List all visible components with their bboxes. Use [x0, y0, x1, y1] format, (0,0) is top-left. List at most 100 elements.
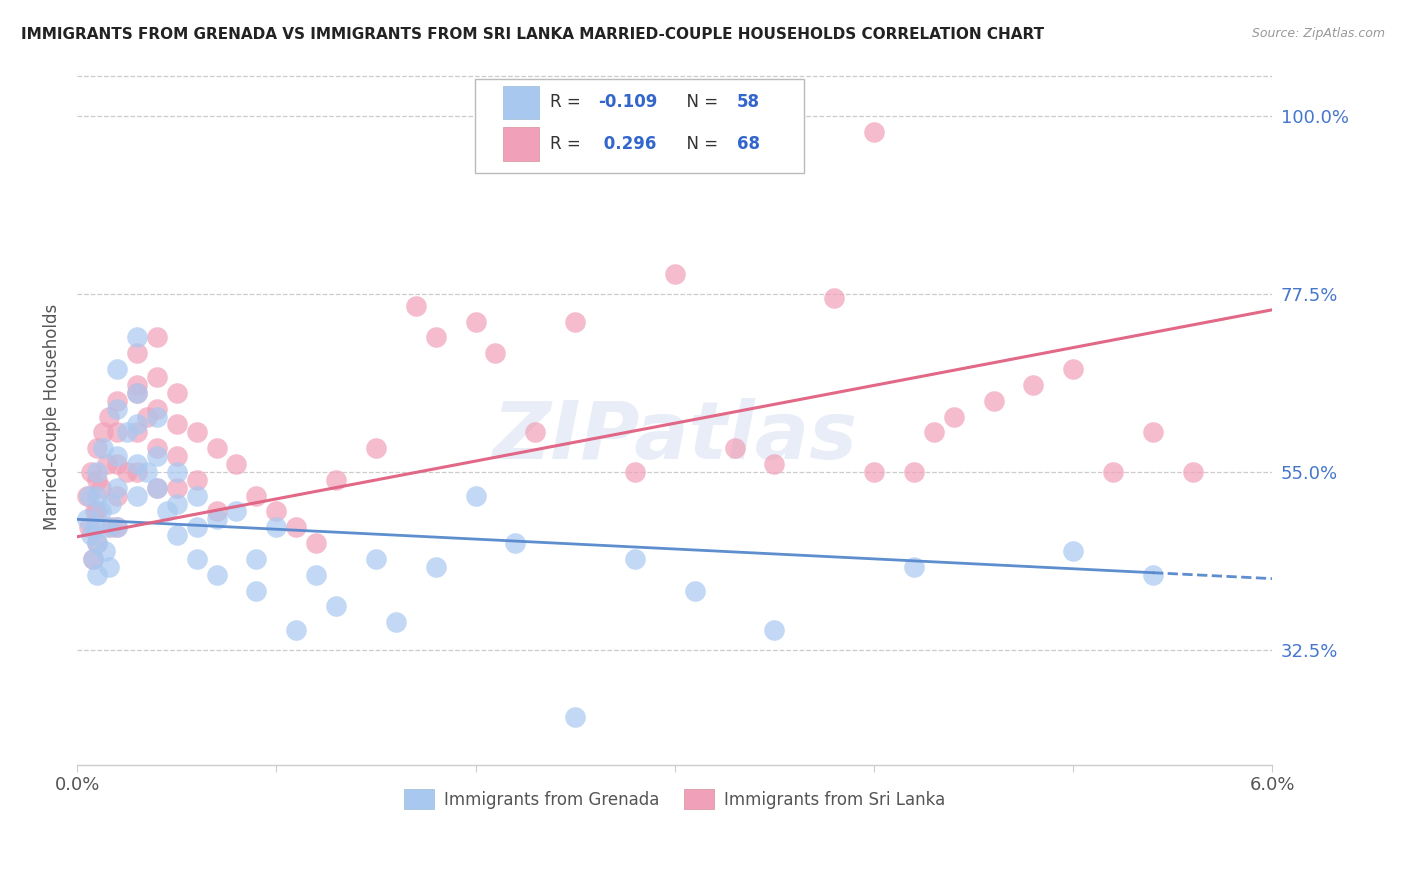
Point — [100, 520, 122, 534]
Point — [105, 393, 128, 408]
Point — [80, 465, 103, 479]
Point — [156, 504, 179, 518]
Point — [425, 559, 447, 574]
Point — [77, 489, 100, 503]
Point — [166, 528, 188, 542]
Point — [105, 449, 128, 463]
Point — [922, 425, 945, 440]
Point — [135, 409, 157, 424]
Point — [186, 425, 208, 440]
Text: 0.296: 0.296 — [599, 135, 657, 153]
Y-axis label: Married-couple Households: Married-couple Households — [44, 303, 60, 530]
Point — [105, 425, 128, 440]
Text: 68: 68 — [737, 135, 761, 153]
Point — [125, 377, 148, 392]
Point — [91, 441, 114, 455]
FancyBboxPatch shape — [503, 86, 538, 119]
Point — [564, 710, 586, 724]
Point — [903, 465, 925, 479]
Point — [484, 346, 506, 360]
Point — [98, 409, 121, 424]
Point — [146, 449, 169, 463]
Point — [115, 465, 138, 479]
Point — [505, 536, 527, 550]
Point — [125, 457, 148, 471]
Point — [1142, 567, 1164, 582]
Point — [205, 512, 228, 526]
Point — [205, 441, 228, 455]
Point — [186, 489, 208, 503]
Point — [624, 465, 647, 479]
Text: ZIPatlas: ZIPatlas — [492, 399, 858, 476]
Point — [146, 401, 169, 416]
Point — [125, 489, 148, 503]
Point — [166, 465, 188, 479]
Point — [86, 536, 108, 550]
Point — [305, 567, 328, 582]
Point — [96, 520, 118, 534]
Point — [96, 457, 118, 471]
Point — [205, 504, 228, 518]
Text: R =: R = — [551, 135, 586, 153]
Point — [983, 393, 1005, 408]
Point — [205, 567, 228, 582]
Point — [86, 489, 108, 503]
Point — [105, 520, 128, 534]
Point — [863, 465, 886, 479]
Point — [91, 425, 114, 440]
Point — [105, 520, 128, 534]
Point — [186, 520, 208, 534]
Point — [166, 417, 188, 432]
Point — [405, 299, 427, 313]
Point — [86, 504, 108, 518]
Point — [942, 409, 965, 424]
Point — [464, 315, 486, 329]
Point — [364, 552, 387, 566]
Point — [1062, 362, 1084, 376]
Point — [90, 504, 112, 518]
Point — [90, 481, 112, 495]
Legend: Immigrants from Grenada, Immigrants from Sri Lanka: Immigrants from Grenada, Immigrants from… — [398, 783, 952, 815]
Point — [105, 401, 128, 416]
Point — [763, 457, 786, 471]
Point — [86, 567, 108, 582]
Point — [524, 425, 547, 440]
Point — [266, 520, 288, 534]
Point — [94, 544, 117, 558]
Point — [683, 583, 706, 598]
Point — [125, 425, 148, 440]
Point — [125, 385, 148, 400]
Point — [100, 496, 122, 510]
Point — [86, 536, 108, 550]
Point — [125, 417, 148, 432]
Point — [325, 473, 347, 487]
Point — [146, 481, 169, 495]
Point — [76, 512, 98, 526]
Point — [146, 370, 169, 384]
Point — [723, 441, 745, 455]
FancyBboxPatch shape — [503, 128, 538, 161]
Point — [166, 496, 188, 510]
Point — [1022, 377, 1045, 392]
Point — [425, 330, 447, 344]
Point — [82, 552, 104, 566]
Text: R =: R = — [551, 94, 586, 112]
Point — [84, 520, 107, 534]
Point — [245, 489, 267, 503]
Point — [464, 489, 486, 503]
Point — [86, 441, 108, 455]
Point — [125, 346, 148, 360]
Point — [823, 291, 845, 305]
Point — [664, 267, 686, 281]
Point — [266, 504, 288, 518]
Point — [1102, 465, 1125, 479]
Point — [80, 528, 103, 542]
Point — [364, 441, 387, 455]
Point — [863, 125, 886, 139]
Point — [186, 552, 208, 566]
Point — [146, 409, 169, 424]
Point — [166, 449, 188, 463]
Point — [903, 559, 925, 574]
Point — [105, 481, 128, 495]
Point — [564, 315, 586, 329]
